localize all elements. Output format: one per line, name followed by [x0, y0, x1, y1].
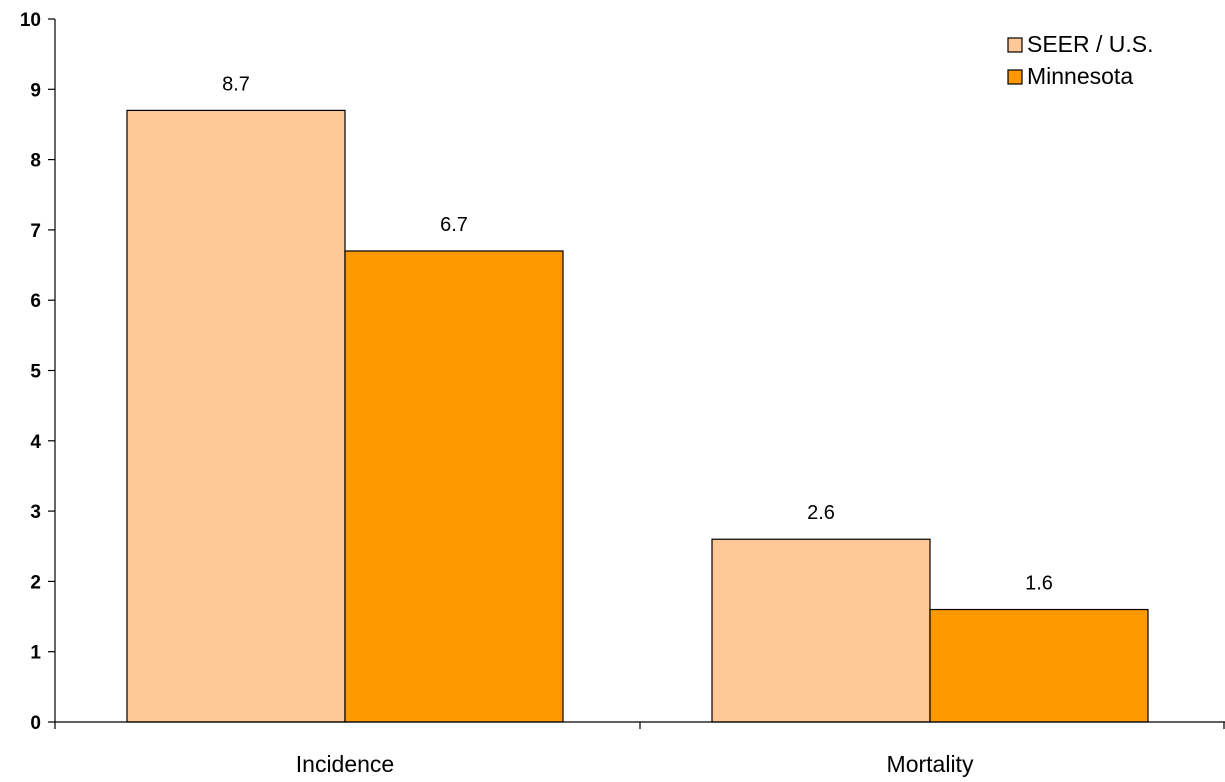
data-label: 6.7	[440, 214, 468, 236]
bar-mortality-seer	[711, 538, 931, 723]
bar-mortality-minnesota	[929, 608, 1149, 723]
axes: 0 1 2 3 4 5 6 7 8 9 10 Incidence Mortality	[20, 10, 1225, 777]
y-tick-label: 9	[30, 80, 41, 101]
legend-swatch-minnesota	[1007, 69, 1023, 85]
y-tick-label: 1	[30, 643, 41, 664]
data-label: 8.7	[222, 73, 250, 95]
bar-incidence-seer	[126, 109, 346, 723]
bars	[126, 109, 1149, 723]
bar-incidence-minnesota	[344, 250, 564, 723]
legend-label-minnesota: Minnesota	[1027, 63, 1133, 89]
y-tick-label: 8	[30, 151, 41, 172]
y-tick-label: 6	[30, 291, 41, 312]
legend: SEER / U.S. Minnesota	[1007, 31, 1154, 89]
y-tick-label: 5	[30, 362, 41, 383]
y-tick-label: 7	[30, 221, 41, 242]
y-tick-label: 2	[30, 572, 41, 593]
y-tick-label: 4	[30, 432, 41, 453]
data-label: 2.6	[807, 502, 835, 524]
legend-label-seer: SEER / U.S.	[1027, 31, 1154, 57]
data-label: 1.6	[1025, 573, 1053, 595]
y-tick-label: 10	[20, 10, 41, 31]
y-tick-label: 0	[30, 713, 41, 734]
x-category-label: Incidence	[296, 751, 394, 777]
legend-swatch-seer	[1007, 37, 1023, 53]
y-tick-label: 3	[30, 502, 41, 523]
x-category-label: Mortality	[887, 751, 974, 777]
data-labels: 8.7 6.7 2.6 1.6	[222, 73, 1053, 594]
